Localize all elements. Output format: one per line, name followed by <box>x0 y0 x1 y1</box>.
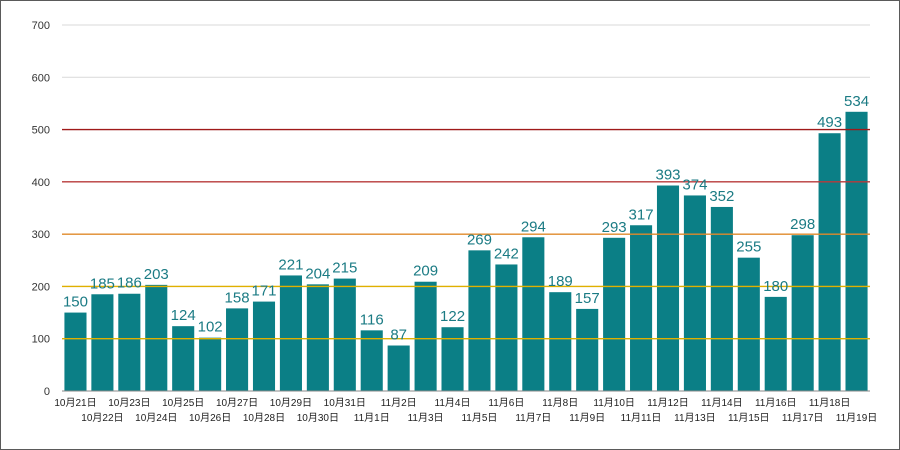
x-tick-label: 11月4日 <box>435 397 471 409</box>
data-label: 493 <box>817 114 842 131</box>
bar <box>468 250 491 391</box>
bar <box>549 292 572 391</box>
x-tick-label: 10月23日 <box>108 397 150 409</box>
x-tick-label: 11月13日 <box>674 412 716 424</box>
bar <box>737 257 760 391</box>
x-tick-label: 11月14日 <box>701 397 743 409</box>
x-tick-label: 11月9日 <box>569 412 605 424</box>
y-tick-label: 600 <box>32 72 50 84</box>
y-tick-label: 100 <box>32 334 50 346</box>
x-tick-label: 11月17日 <box>782 412 824 424</box>
data-label: 87 <box>390 327 407 344</box>
x-tick-label: 10月27日 <box>216 397 258 409</box>
bar <box>710 206 733 391</box>
bar <box>414 281 437 391</box>
bar <box>656 185 680 391</box>
data-label: 158 <box>225 289 250 306</box>
data-label: 116 <box>360 311 384 328</box>
y-tick-label: 500 <box>32 125 50 137</box>
x-tick-label: 11月1日 <box>354 412 390 424</box>
data-label: 294 <box>521 218 546 235</box>
data-label: 215 <box>332 260 357 277</box>
bar <box>306 284 329 391</box>
x-tick-label: 10月22日 <box>81 412 123 424</box>
data-label: 102 <box>198 319 223 336</box>
x-tick-label: 11月3日 <box>408 412 444 424</box>
bar <box>387 345 410 391</box>
data-label: 209 <box>413 263 438 280</box>
y-tick-label: 0 <box>44 386 50 398</box>
data-label: 186 <box>117 275 142 292</box>
data-label: 221 <box>278 256 303 273</box>
x-tick-label: 10月28日 <box>243 412 285 424</box>
data-label: 298 <box>790 216 815 233</box>
bar <box>172 326 195 391</box>
bar <box>118 293 141 391</box>
x-tick-label: 11月16日 <box>755 397 797 409</box>
x-tick-label: 11月12日 <box>647 397 689 409</box>
bar <box>495 264 518 391</box>
x-tick-label: 11月11日 <box>621 412 662 424</box>
data-label: 122 <box>440 308 465 325</box>
bar <box>603 237 626 391</box>
x-tick-label: 10月25日 <box>162 397 204 409</box>
bar <box>199 337 222 391</box>
data-label: 171 <box>251 283 276 300</box>
x-tick-label: 11月18日 <box>809 397 851 409</box>
bar <box>845 111 868 392</box>
bar <box>791 235 814 391</box>
data-label: 352 <box>709 188 734 205</box>
data-label: 180 <box>763 278 788 295</box>
data-label: 293 <box>602 219 627 236</box>
bar <box>818 133 841 391</box>
data-label: 203 <box>144 266 169 283</box>
x-tick-label: 11月8日 <box>542 397 578 409</box>
data-label: 255 <box>736 239 761 256</box>
x-tick-label: 10月29日 <box>270 397 312 409</box>
x-tick-label: 10月26日 <box>189 412 231 424</box>
bar <box>279 275 302 391</box>
bar <box>252 301 276 391</box>
data-label: 242 <box>494 245 519 262</box>
x-tick-label: 11月5日 <box>461 412 497 424</box>
x-tick-label: 11月6日 <box>488 397 524 409</box>
bar <box>145 284 168 391</box>
x-tick-label: 11月2日 <box>381 397 417 409</box>
x-tick-label: 11月7日 <box>515 412 551 424</box>
data-label: 185 <box>90 275 115 292</box>
data-label: 534 <box>844 93 869 110</box>
y-tick-label: 700 <box>32 20 50 32</box>
bar <box>630 225 653 391</box>
bar <box>683 195 706 391</box>
data-label: 374 <box>682 176 707 193</box>
x-tick-label: 10月30日 <box>297 412 339 424</box>
data-label: 204 <box>305 265 330 282</box>
data-label: 189 <box>548 273 573 290</box>
data-label: 157 <box>575 290 600 307</box>
x-tick-label: 10月21日 <box>54 397 96 409</box>
data-label: 393 <box>655 167 680 184</box>
x-tick-label: 10月24日 <box>135 412 177 424</box>
x-tick-label: 11月15日 <box>728 412 770 424</box>
bar <box>91 294 114 391</box>
data-label: 150 <box>63 294 88 311</box>
y-tick-label: 400 <box>32 177 50 189</box>
x-tick-label: 11月19日 <box>836 412 878 424</box>
x-tick-label: 11月10日 <box>593 397 635 409</box>
y-tick-label: 200 <box>32 281 50 293</box>
y-tick-label: 300 <box>32 229 50 241</box>
x-tick-label: 10月31日 <box>324 397 366 409</box>
bar <box>360 330 383 391</box>
data-label: 269 <box>467 231 492 248</box>
bar <box>522 237 545 391</box>
bar <box>764 296 787 391</box>
bar <box>226 308 249 391</box>
bar <box>64 312 87 391</box>
data-label: 317 <box>629 206 654 223</box>
bar <box>441 327 464 391</box>
bar <box>333 278 356 391</box>
bar <box>576 308 599 391</box>
data-label: 124 <box>171 307 196 324</box>
